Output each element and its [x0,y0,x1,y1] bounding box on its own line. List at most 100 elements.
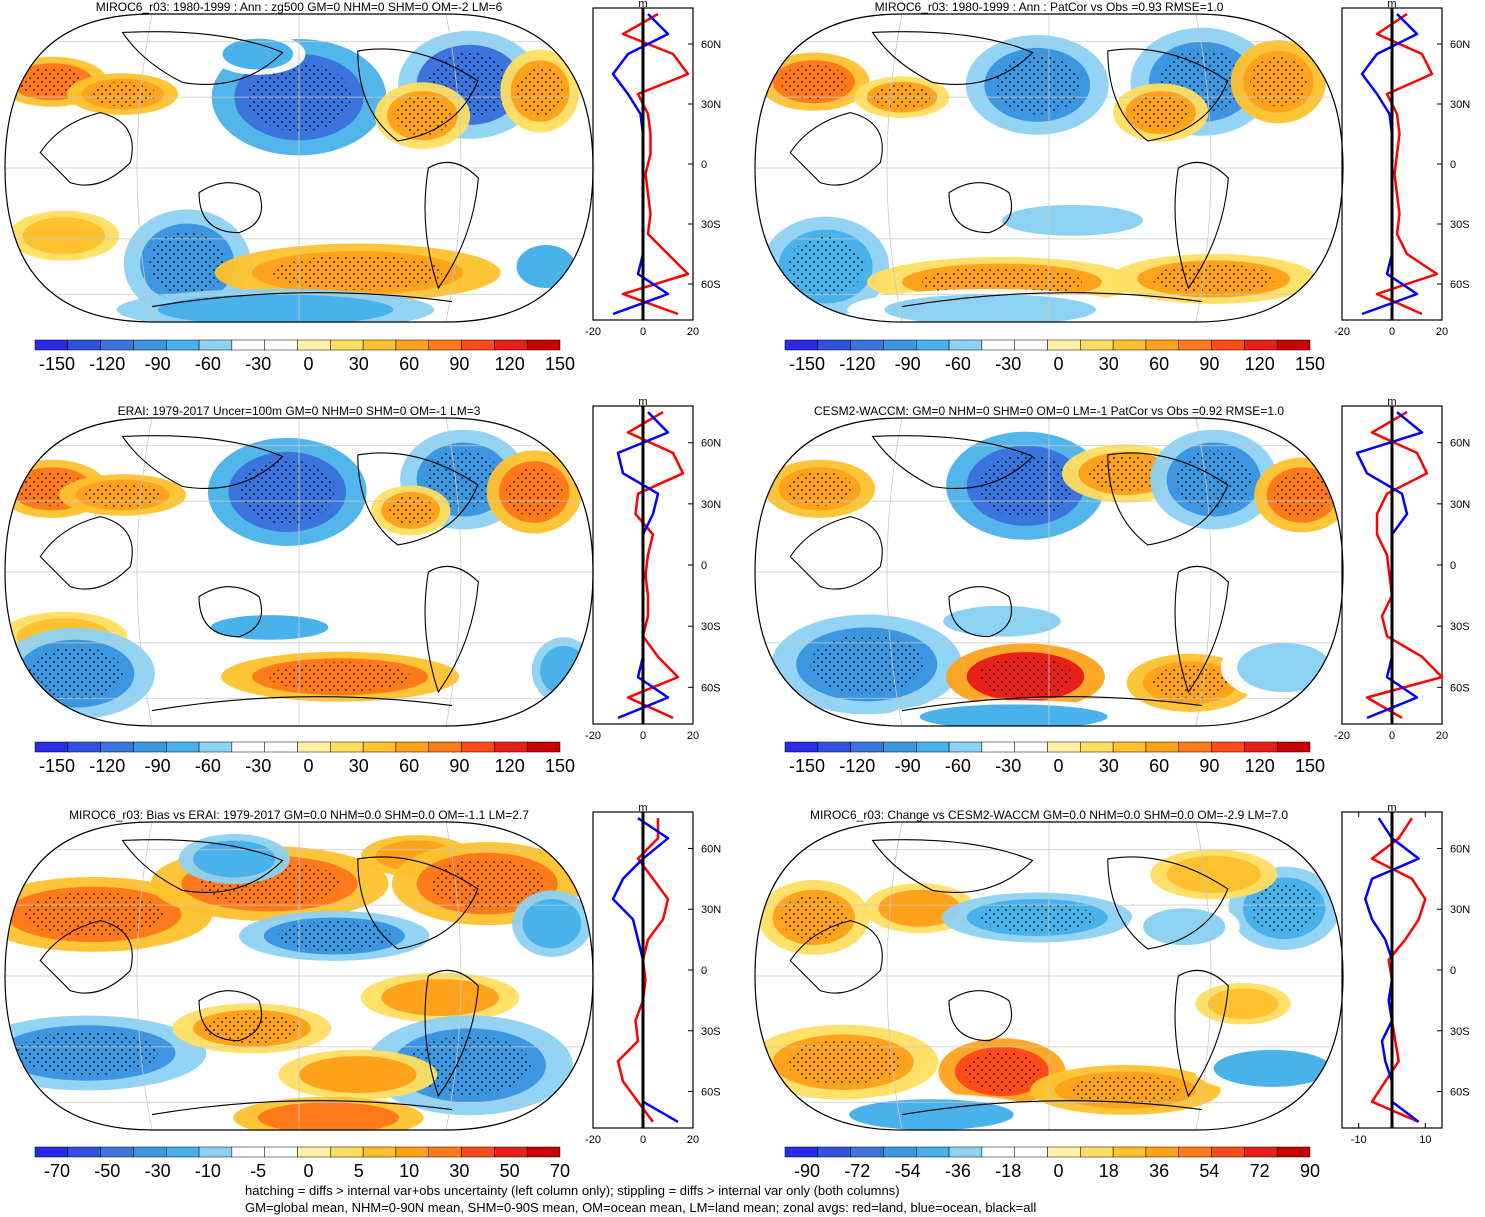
anomaly-core [22,217,105,255]
zonal-xtick-label: 20 [687,326,699,338]
colorbar: -90 -72 -54 -36 -18 0 18 36 54 72 90 [784,1146,1320,1181]
colorbar-label: 150 [1295,354,1325,374]
panel-6: MIROC6_r03: Change vs CESM2-WACCM GM=0.0… [754,802,1470,1181]
colorbar-bin [981,1146,1015,1158]
colorbar-bin [494,339,528,351]
coastline [1174,565,1229,694]
colorbar-label: 90 [1300,1161,1320,1181]
graticule-lon [136,14,153,322]
colorbar-label: 120 [1245,354,1275,374]
coastline [39,112,133,186]
zonal-ytick-label: 60S [1450,279,1470,291]
colorbar-bin [297,339,331,351]
coastline [871,839,1034,894]
stipple [1251,883,1318,933]
colorbar-label: -150 [39,354,75,374]
colorbar-label: 120 [495,756,525,776]
colorbar-bin [395,339,429,351]
zonal-ytick-label: 30S [701,1026,721,1038]
stipple [387,495,435,526]
coastline [948,990,1013,1042]
zonal-ytick-label: 0 [1450,159,1456,171]
graticule-lon [1195,418,1212,726]
colorbar: -150 -120 -90 -60 -30 0 30 60 90 120 150 [784,339,1325,374]
colorbar-bin [428,1146,462,1158]
stipple [240,459,335,524]
stipple [994,55,1080,115]
zonal-ytick-label: 30S [1450,1026,1470,1038]
anomaly-core [516,245,576,289]
colorbar-bin [1178,339,1212,351]
colorbar-label: 30 [349,354,369,374]
stipple [1273,472,1331,518]
stipple [786,1040,900,1085]
zonal-xtick-label: -10 [1351,1134,1367,1146]
stipple [408,1035,531,1095]
colorbar-label: 0 [303,756,313,776]
coastline [424,161,479,290]
panel-1: MIROC6_r03: 1980-1999 : Ann : zg500 GM=0… [4,0,721,374]
stipple [980,902,1094,933]
panel-4: CESM2-WACCM: GM=0 NHM=0 SHM=0 OM=0 LM=-1… [754,396,1470,776]
coastline [871,31,1034,86]
coastline [1107,48,1229,142]
coastline [198,990,263,1042]
colorbar-label: -30 [995,756,1021,776]
colorbar-bin [231,1146,265,1158]
anomaly-core [884,294,1097,322]
coastline [901,696,1203,712]
colorbar-label: -18 [995,1161,1021,1181]
colorbar-bin [1145,339,1179,351]
zonal-ytick-label: 60S [701,682,721,694]
map-area [755,14,1343,322]
coastline [901,292,1203,308]
zonal-ytick-label: 30N [1450,99,1470,111]
zonal-ytick-label: 60N [1450,843,1470,855]
panel-title: MIROC6_r03: Bias vs ERAI: 1979-2017 GM=0… [69,808,529,822]
map-border [4,821,594,1131]
zonal-ytick-label: 0 [701,560,707,572]
colorbar-label: 150 [1295,756,1325,776]
colorbar-bin [166,339,200,351]
colorbar-label: 0 [1053,756,1063,776]
colorbar-bin [916,1146,950,1158]
colorbar-bin [1178,1146,1212,1158]
graticule-lon [886,822,903,1130]
zonal-xtick-label: 10 [1419,1134,1431,1146]
zonal-ytick-label: 30N [1450,499,1470,511]
zonal-ocean-line [1360,13,1419,316]
panel-3: ERAI: 1979-2017 Uncer=100m GM=0 NHM=0 SH… [4,396,721,776]
colorbar-label: 10 [399,1161,419,1181]
colorbar-label: -30 [145,1161,171,1181]
colorbar-label: -90 [145,354,171,374]
colorbar-label: 60 [399,756,419,776]
colorbar-label: -90 [895,354,921,374]
zonal-xtick-label: -20 [1334,326,1350,338]
zonal-ytick-label: 30S [701,621,721,633]
zonal-ytick-label: 0 [701,965,707,977]
map-area [755,822,1343,1130]
zonal-land-line [1365,411,1444,719]
colorbar-bin [948,741,983,753]
zonal-unit: m [638,0,647,10]
stipple [787,236,864,297]
stipple [277,921,391,951]
colorbar-label: -36 [945,1161,971,1181]
colorbar-bin [395,1146,429,1158]
graticule-lon [1195,14,1212,322]
colorbar-label: -72 [844,1161,870,1181]
colorbar-bin [297,741,331,753]
colorbar-bin [362,1146,397,1158]
anomaly-core [257,1102,399,1130]
zonal-unit: m [1387,0,1396,10]
zonal-unit: m [638,396,647,408]
colorbar-label: 120 [495,354,525,374]
colorbar-bin [461,339,495,351]
colorbar: -150 -120 -90 -60 -30 0 30 60 90 120 150 [34,339,575,374]
coastline [198,182,263,234]
colorbar-bin [850,1146,884,1158]
zonal-unit: m [638,802,647,814]
colorbar-bin [100,339,134,351]
zonal-ytick-label: 0 [1450,965,1456,977]
colorbar-label: -60 [195,756,221,776]
